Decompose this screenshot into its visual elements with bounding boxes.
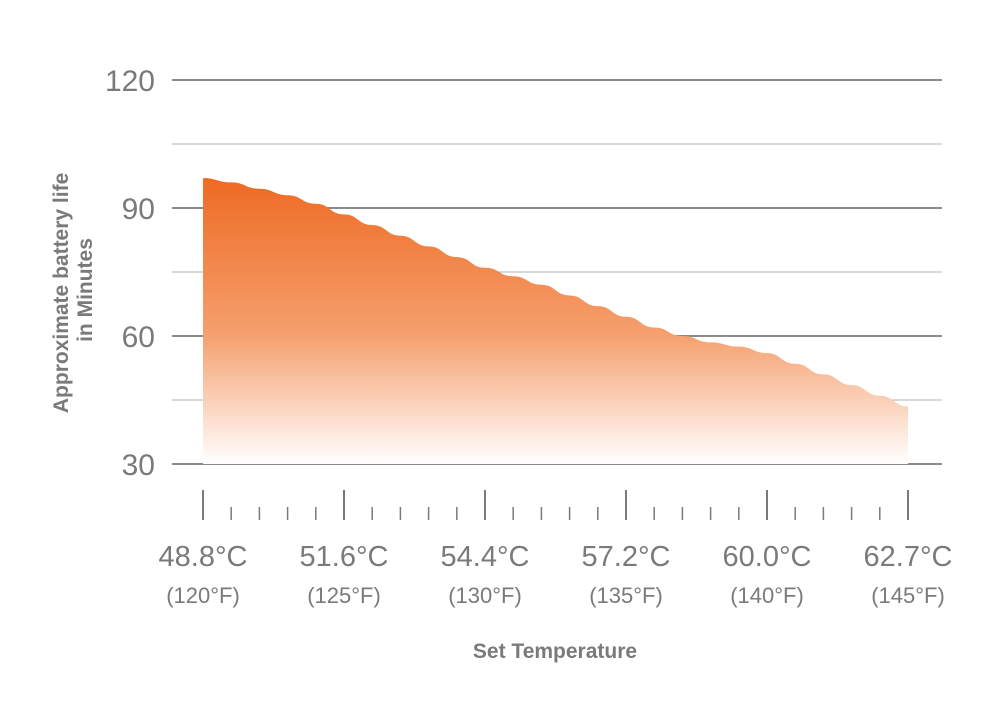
y-axis-ticks: 30 60 90 120 [105,65,155,482]
x-tick-label-celsius: 48.8°C [159,541,248,573]
x-tick-label-fahrenheit: (125°F) [307,583,381,608]
x-tick-label-fahrenheit: (140°F) [730,583,804,608]
y-tick-label: 60 [122,321,155,354]
x-tick-label-celsius: 51.6°C [300,541,389,573]
y-tick-label: 90 [122,193,155,226]
x-tick-label-celsius: 62.7°C [864,541,953,573]
y-axis-label-line-1: Approximate battery life [50,173,73,413]
y-axis-label-line-2: in Minutes [74,238,97,342]
y-axis-label: Approximate battery life in Minutes [50,167,97,413]
y-tick-label: 30 [122,449,155,482]
x-axis: 48.8°C (120°F) 51.6°C (125°F) 54.4°C (130°F) 5… [159,490,953,608]
x-tick-label-celsius: 57.2°C [582,541,671,573]
battery-life-area [203,178,908,464]
x-tick-label-fahrenheit: (135°F) [589,583,663,608]
x-axis-label: Set Temperature [473,640,637,663]
x-tick-label-fahrenheit: (145°F) [871,583,945,608]
x-tick-label-fahrenheit: (130°F) [448,583,522,608]
x-tick-label-celsius: 54.4°C [441,541,530,573]
x-tick-label-celsius: 60.0°C [723,541,812,573]
x-tick-label-fahrenheit: (120°F) [166,583,240,608]
y-tick-label: 120 [105,65,155,98]
